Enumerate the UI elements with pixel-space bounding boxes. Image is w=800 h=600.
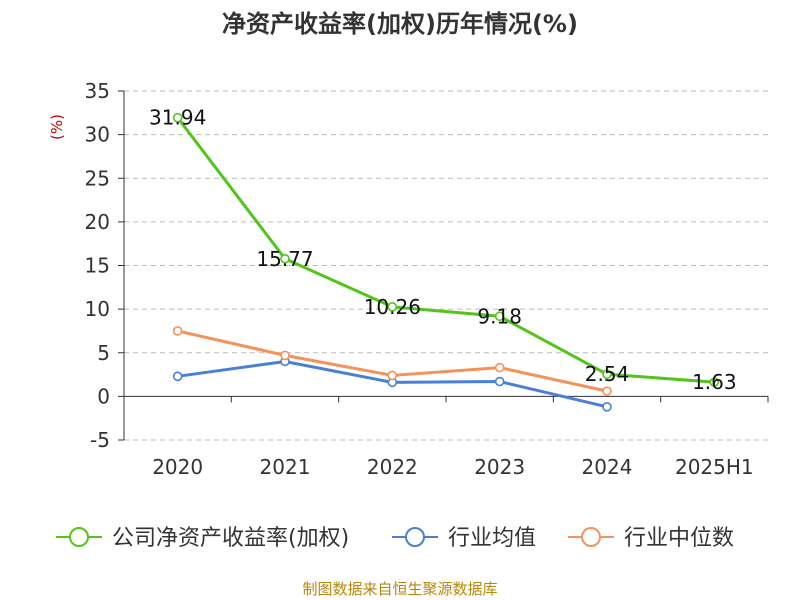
data-point (494, 362, 505, 373)
legend-swatch-marker (581, 527, 601, 547)
data-label: 10.26 (364, 295, 421, 319)
y-tick-label: 15 (85, 254, 110, 278)
data-label: 31.94 (149, 106, 206, 130)
source-footer: 制图数据来自恒生聚源数据库 (302, 580, 498, 598)
y-tick-label: 30 (85, 123, 110, 147)
legend-label: 行业中位数 (624, 526, 734, 551)
x-tick-label: 2022 (367, 455, 418, 479)
data-point (280, 350, 290, 361)
data-point (172, 326, 183, 336)
x-tick-label: 2021 (260, 455, 311, 479)
y-tick-label: 35 (85, 79, 110, 103)
legend-label: 行业均值 (448, 526, 536, 551)
data-point (602, 386, 612, 396)
legend-swatch-marker (69, 527, 89, 547)
y-axis-unit-label: (%) (48, 114, 66, 140)
x-tick-label: 2023 (474, 455, 525, 479)
axes: -5 0 5 10 15 20 25 30 35 (%) 2020 2021 2022 2023 2024 2… (48, 79, 769, 479)
y-tick-label: 5 (97, 341, 110, 365)
series (172, 112, 720, 412)
chart-title: 净资产收益率(加权)历年情况(%) (222, 10, 578, 38)
data-point (172, 112, 183, 123)
legend: 公司净资产收益率(加权) 行业均值 行业中位数 (56, 526, 734, 551)
legend-item-0: 公司净资产收益率(加权) (56, 526, 349, 551)
data-point (494, 376, 505, 387)
y-tick-label: 25 (85, 166, 110, 190)
y-tick-label: 10 (85, 297, 110, 321)
data-label: 1.63 (692, 370, 737, 394)
data-point (387, 302, 398, 312)
x-tick-label: 2020 (152, 455, 203, 479)
y-tick-label: 0 (97, 384, 110, 408)
grid-lines (124, 90, 768, 441)
data-point (387, 370, 398, 381)
data-label: 9.18 (477, 304, 522, 328)
y-tick-label: 20 (85, 210, 110, 234)
data-label: 2.54 (585, 362, 630, 386)
legend-item-1: 行业均值 (392, 526, 536, 551)
legend-item-2: 行业中位数 (568, 526, 734, 551)
legend-swatch-marker (405, 527, 425, 547)
series-line-0 (176, 116, 715, 384)
data-point (280, 253, 290, 264)
data-labels: 31.94 15.77 10.26 9.18 2.54 1.63 (149, 106, 737, 394)
y-tick-label: -5 (90, 428, 110, 452)
x-tick-label: 2025H1 (675, 455, 754, 479)
data-point (172, 371, 183, 382)
data-point (494, 311, 505, 322)
data-point (602, 402, 612, 412)
x-tick-label: 2024 (582, 455, 633, 479)
data-label: 15.77 (256, 247, 313, 271)
data-point (709, 377, 720, 387)
legend-label: 公司净资产收益率(加权) (112, 526, 349, 551)
data-point (602, 369, 612, 380)
